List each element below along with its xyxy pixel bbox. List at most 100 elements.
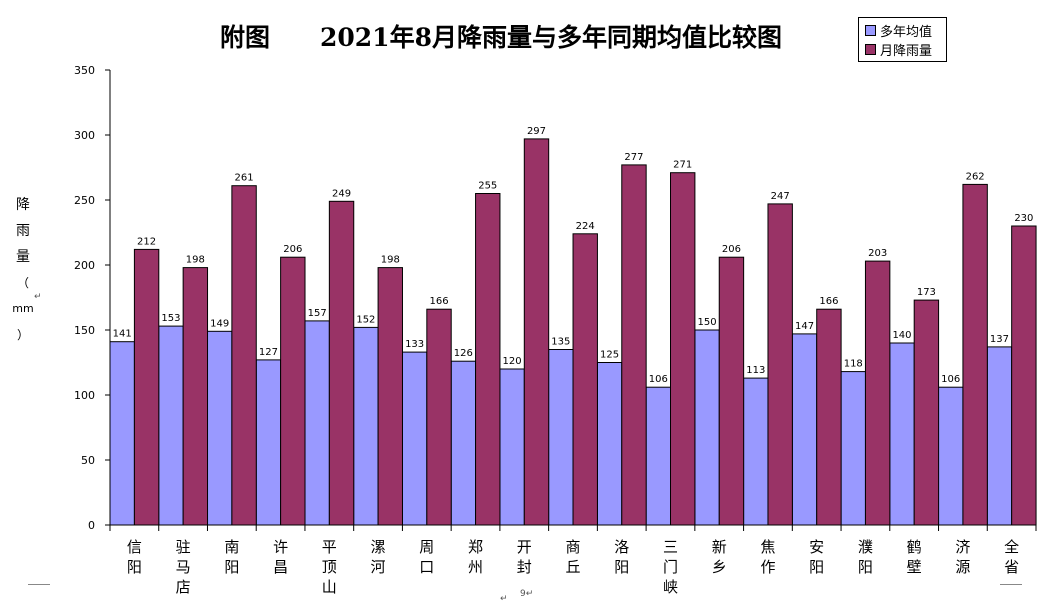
stray-mark: ↵ [500, 594, 508, 604]
legend-swatch-month [865, 43, 876, 55]
bar-month [572, 233, 598, 526]
x-tick-label: 许昌 [273, 538, 288, 576]
x-tick-label: 商丘 [565, 538, 580, 576]
y-tick-label: 50 [81, 454, 95, 467]
bar-value-label: 271 [673, 160, 692, 171]
bar-value-label: 203 [868, 248, 887, 259]
bar-value-label: 166 [819, 296, 838, 307]
bar-avg [109, 341, 135, 526]
bar-month [767, 203, 793, 526]
bar-value-label: 157 [308, 308, 327, 319]
decorative-rule-right [1000, 584, 1022, 585]
stray-mark: ↵ [34, 292, 42, 302]
bar-value-label: 120 [503, 356, 522, 367]
y-axis-label-char: ） [16, 328, 29, 342]
x-tick-label: 安阳 [809, 538, 824, 576]
x-tick-label: 全省 [1004, 538, 1019, 576]
legend-swatch-avg [865, 24, 876, 36]
bar-value-label: 141 [113, 329, 132, 340]
bar-avg [889, 342, 915, 526]
x-tick-label: 开封 [517, 538, 532, 576]
bar-month [475, 193, 501, 526]
bar-month [133, 248, 160, 526]
x-tick-label: 濮阳 [858, 538, 873, 576]
bar-avg [353, 326, 379, 526]
bar-month [621, 164, 647, 526]
bar-month [280, 256, 306, 526]
bar-value-label: 166 [429, 296, 448, 307]
y-axis-label-char: mm [12, 302, 34, 315]
y-tick-label: 100 [74, 389, 95, 402]
bar-value-label: 224 [576, 221, 595, 232]
bar-month [962, 183, 988, 526]
y-tick-label: 0 [88, 519, 95, 532]
y-tick-label: 250 [74, 194, 95, 207]
bar-avg [596, 362, 623, 526]
bar-value-label: 113 [746, 365, 765, 376]
y-tick-label: 150 [74, 324, 95, 337]
bar-month [523, 138, 550, 526]
bar-value-label: 247 [771, 191, 790, 202]
bar-month [182, 267, 209, 526]
bar-value-label: 149 [210, 318, 229, 329]
bar-value-label: 212 [137, 236, 156, 247]
bar-value-label: 140 [892, 330, 911, 341]
bar-month [377, 267, 403, 526]
bar-month [816, 308, 842, 526]
bar-value-label: 198 [186, 255, 205, 266]
x-tick-label: 鹤壁 [907, 538, 922, 576]
bar-value-label: 198 [381, 255, 400, 266]
y-tick-label: 350 [74, 64, 95, 77]
bar-value-label: 133 [405, 339, 424, 350]
bar-value-label: 137 [990, 334, 1009, 345]
bar-value-label: 255 [478, 181, 497, 192]
bar-value-label: 249 [332, 188, 351, 199]
bar-avg [304, 320, 330, 526]
x-tick-label: 济源 [955, 538, 970, 576]
bar-value-label: 261 [235, 173, 254, 184]
x-tick-label: 洛阳 [614, 538, 629, 576]
bar-avg [938, 386, 964, 526]
x-tick-label: 三门峡 [663, 538, 678, 596]
bar-avg [401, 351, 428, 526]
bar-month [231, 185, 257, 526]
x-tick-label: 平顶山 [322, 538, 337, 596]
legend-label-month: 月降雨量 [880, 43, 933, 59]
bar-value-label: 152 [356, 314, 375, 325]
x-tick-label: 南阳 [224, 538, 239, 576]
bar-avg [645, 386, 672, 526]
x-tick-label: 信阳 [127, 538, 142, 576]
bar-month [864, 260, 891, 526]
bar-value-label: 173 [917, 287, 936, 298]
bar-value-label: 127 [259, 347, 278, 358]
bar-month [1011, 225, 1037, 526]
bar-value-label: 206 [722, 244, 741, 255]
bar-month [670, 172, 696, 526]
bar-avg [548, 349, 574, 526]
y-axis-label-char: 雨 [16, 223, 30, 239]
bar-avg [743, 377, 769, 526]
decorative-rule-left [28, 584, 50, 585]
stray-mark: 9↵ [520, 589, 534, 599]
bar-avg [158, 325, 184, 526]
y-axis-label: 降 雨 量 （ mm ） [10, 192, 36, 348]
bar-value-label: 147 [795, 321, 814, 332]
legend-item-month: 月降雨量 [865, 41, 933, 59]
chart-legend: 多年均值 月降雨量 [858, 17, 947, 62]
bar-avg [986, 346, 1013, 526]
x-tick-label: 郑州 [468, 538, 483, 576]
x-tick-label: 焦作 [760, 538, 775, 576]
bar-avg [791, 333, 818, 526]
legend-item-avg: 多年均值 [865, 22, 932, 40]
bar-value-label: 153 [161, 313, 180, 324]
bar-avg [694, 329, 720, 526]
bar-value-label: 262 [966, 171, 985, 182]
x-tick-label: 驻马店 [176, 538, 191, 596]
bar-avg [206, 330, 233, 526]
bar-avg [450, 360, 477, 526]
y-axis-label-char: 量 [16, 249, 30, 265]
bar-month [718, 256, 745, 526]
bar-avg [499, 368, 525, 526]
bar-month [426, 308, 452, 526]
